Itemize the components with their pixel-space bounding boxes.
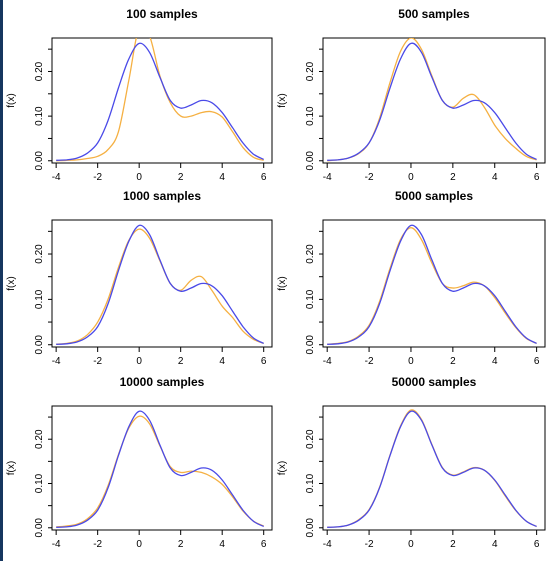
y-tick-label: 0.10	[34, 106, 45, 126]
x-tick-label: 6	[534, 356, 540, 367]
x-tick-label: 0	[136, 356, 142, 367]
x-tick-label: -4	[52, 356, 61, 367]
y-tick-label: 0.10	[305, 289, 316, 309]
plot-frame	[322, 219, 546, 348]
chart-panel-1: 100 samples -4 -2 0 2 4 6 0.00 0.10 0.20 f(x)	[6, 7, 273, 183]
x-tick-label: -4	[323, 539, 332, 550]
x-tick-label: 4	[219, 539, 225, 550]
y-tick-label: 0.00	[34, 518, 45, 538]
chart-panel-4: 5000 samples -4 -2 0 2 4 6 0.00 0.10 0.20 f(x)	[277, 189, 546, 367]
x-tick-label: 4	[492, 356, 498, 367]
y-tick-label: 0.00	[34, 151, 45, 171]
y-tick-label: 0.10	[305, 473, 316, 493]
x-tick-label: -4	[323, 356, 332, 367]
x-tick-label: -4	[52, 172, 61, 183]
x-tick-label: 0	[136, 172, 142, 183]
kde-estimate-line	[56, 415, 264, 528]
y-tick-label: 0.20	[305, 61, 316, 81]
x-tick-label: 6	[534, 172, 540, 183]
x-tick-label: 4	[219, 172, 225, 183]
x-tick-label: 4	[492, 172, 498, 183]
x-tick-label: 2	[178, 356, 184, 367]
x-tick-label: -2	[93, 172, 102, 183]
chart-title: 1000 samples	[123, 189, 201, 203]
x-tick-label: -2	[93, 356, 102, 367]
chart-panel-6: 50000 samples -4 -2 0 2 4 6 0.00 0.10 0.20 f(x)	[277, 375, 546, 550]
y-tick-label: 0.20	[34, 244, 45, 264]
plot-frame	[322, 37, 546, 164]
x-tick-label: 0	[136, 539, 142, 550]
y-axis-label: f(x)	[277, 461, 288, 475]
x-tick-label: -2	[93, 539, 102, 550]
x-tick-label: 2	[450, 172, 456, 183]
x-tick-label: 2	[178, 172, 184, 183]
y-tick-label: 0.00	[305, 151, 316, 171]
x-tick-label: 6	[261, 172, 267, 183]
x-tick-label: 6	[261, 356, 267, 367]
true-density-line	[327, 42, 537, 161]
y-axis-label: f(x)	[6, 276, 17, 290]
kde-estimate-line	[56, 228, 264, 345]
left-edge-strip	[0, 0, 3, 561]
chart-panel-2: 500 samples -4 -2 0 2 4 6 0.00 0.10 0.20 f(x)	[277, 7, 546, 183]
y-axis-label: f(x)	[277, 93, 288, 107]
chart-title: 500 samples	[398, 7, 470, 21]
x-tick-label: 6	[261, 539, 267, 550]
chart-title: 50000 samples	[392, 375, 477, 389]
x-tick-label: 2	[450, 539, 456, 550]
kde-estimate-line	[56, 38, 264, 162]
plot-frame	[51, 37, 273, 164]
y-tick-label: 0.20	[34, 429, 45, 449]
x-tick-label: -2	[365, 356, 374, 367]
x-tick-label: -2	[365, 539, 374, 550]
y-tick-label: 0.20	[305, 244, 316, 264]
x-tick-label: 6	[534, 539, 540, 550]
x-tick-label: 4	[492, 539, 498, 550]
y-tick-label: 0.10	[34, 473, 45, 493]
true-density-line	[327, 224, 537, 345]
x-tick-label: 2	[450, 356, 456, 367]
kde-estimate-line	[327, 38, 537, 162]
true-density-line	[56, 42, 265, 161]
plot-frame	[51, 405, 273, 531]
chart-panel-5: 10000 samples -4 -2 0 2 4 6 0.00 0.10 0.20 f(x)	[6, 375, 273, 550]
y-tick-label: 0.20	[305, 429, 316, 449]
chart-title: 100 samples	[126, 7, 198, 21]
x-tick-label: 0	[408, 172, 414, 183]
plot-frame	[322, 405, 546, 531]
y-tick-label: 0.00	[34, 335, 45, 355]
true-density-line	[327, 410, 537, 528]
y-tick-label: 0.10	[305, 106, 316, 126]
x-tick-label: -2	[365, 172, 374, 183]
x-tick-label: 0	[408, 356, 414, 367]
x-tick-label: 4	[219, 356, 225, 367]
x-tick-label: -4	[323, 172, 332, 183]
true-density-line	[56, 410, 265, 528]
y-tick-label: 0.00	[305, 335, 316, 355]
y-tick-label: 0.10	[34, 289, 45, 309]
chart-title: 10000 samples	[120, 375, 205, 389]
y-axis-label: f(x)	[6, 93, 17, 107]
y-axis-label: f(x)	[6, 461, 17, 475]
x-tick-label: -4	[52, 539, 61, 550]
kde-estimate-line	[327, 409, 537, 528]
true-density-line	[56, 224, 265, 345]
x-tick-label: 0	[408, 539, 414, 550]
kde-estimate-line	[327, 227, 537, 345]
y-axis-label: f(x)	[277, 276, 288, 290]
x-tick-label: 2	[178, 539, 184, 550]
chart-panel-3: 1000 samples -4 -2 0 2 4 6 0.00 0.10 0.20 f(x)	[6, 189, 273, 367]
chart-title: 5000 samples	[395, 189, 473, 203]
y-tick-label: 0.20	[34, 61, 45, 81]
plot-frame	[51, 219, 273, 348]
y-tick-label: 0.00	[305, 518, 316, 538]
